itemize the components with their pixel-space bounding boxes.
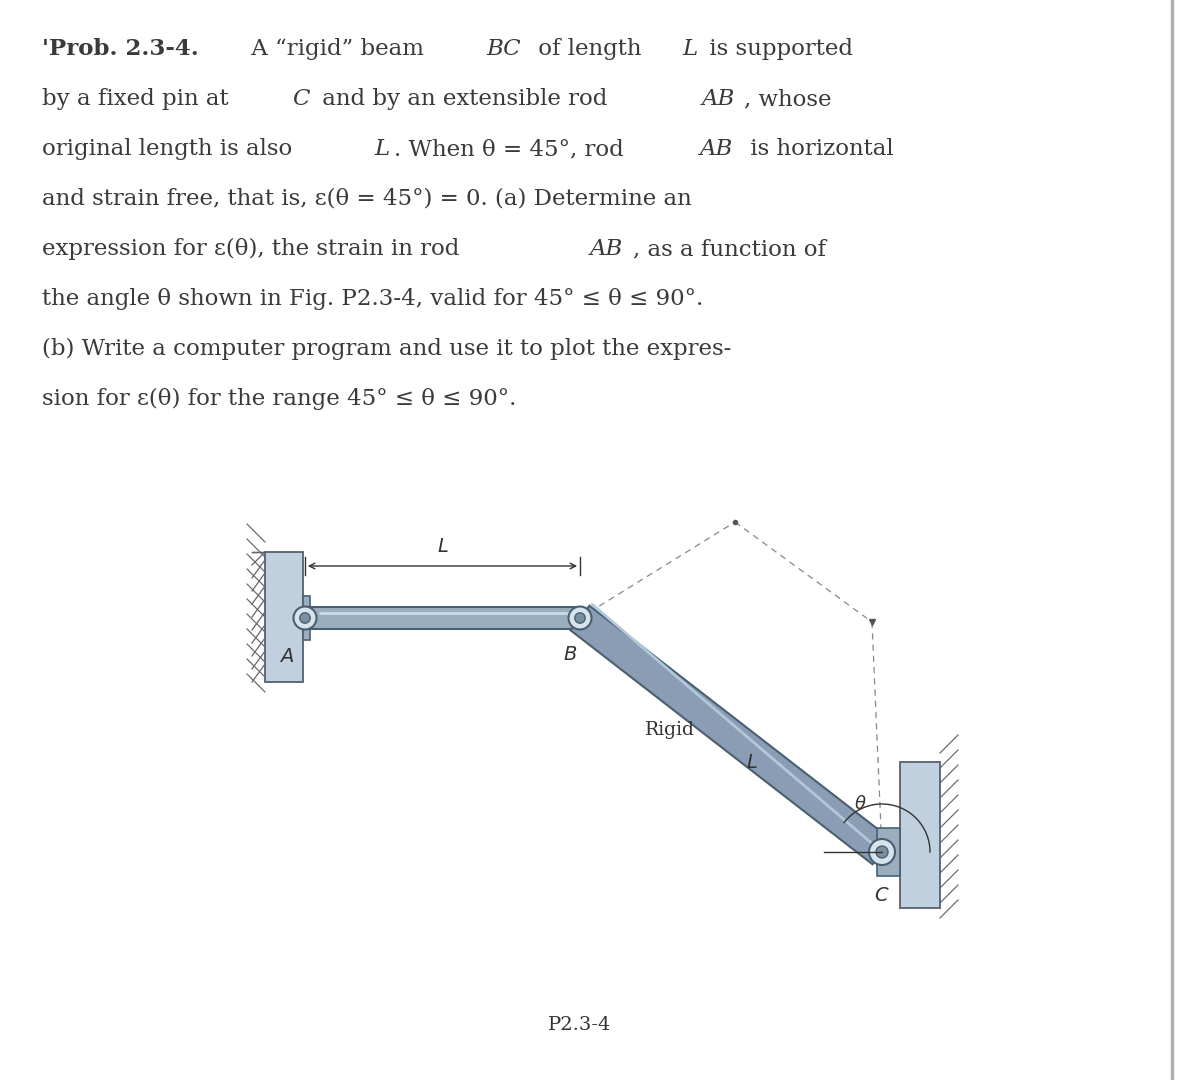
Circle shape — [294, 607, 317, 630]
Polygon shape — [305, 607, 580, 629]
Text: AB: AB — [590, 238, 623, 260]
Polygon shape — [900, 762, 940, 908]
Text: , whose: , whose — [744, 87, 832, 110]
Text: $B$: $B$ — [563, 646, 577, 664]
Circle shape — [575, 612, 586, 623]
Circle shape — [300, 612, 310, 623]
Text: AB: AB — [701, 87, 734, 110]
Text: A “rigid” beam: A “rigid” beam — [245, 38, 432, 60]
Polygon shape — [265, 552, 302, 681]
Text: $C$: $C$ — [875, 887, 889, 905]
Text: . When θ = 45°, rod: . When θ = 45°, rod — [394, 138, 631, 160]
Polygon shape — [570, 606, 892, 864]
Text: L: L — [374, 138, 390, 160]
Text: and by an extensible rod: and by an extensible rod — [314, 87, 614, 110]
Text: $L$: $L$ — [437, 538, 449, 556]
Text: expression for ε(θ), the strain in rod: expression for ε(θ), the strain in rod — [42, 238, 467, 260]
Text: and strain free, that is, ε(θ = 45°) = 0. (a) Determine an: and strain free, that is, ε(θ = 45°) = 0… — [42, 188, 691, 210]
Text: $A$: $A$ — [280, 648, 294, 666]
Text: sion for ε(θ) for the range 45° ≤ θ ≤ 90°.: sion for ε(θ) for the range 45° ≤ θ ≤ 90… — [42, 388, 516, 410]
Text: $\theta$: $\theta$ — [853, 795, 866, 813]
Polygon shape — [877, 828, 900, 876]
Circle shape — [869, 839, 895, 865]
Text: the angle θ shown in Fig. P2.3-4, valid for 45° ≤ θ ≤ 90°.: the angle θ shown in Fig. P2.3-4, valid … — [42, 288, 703, 310]
Text: $L$: $L$ — [746, 755, 758, 772]
Text: 'Prob. 2.3-4.: 'Prob. 2.3-4. — [42, 38, 199, 60]
Text: P2.3-4: P2.3-4 — [548, 1016, 612, 1034]
Text: Rigid: Rigid — [646, 721, 695, 739]
Text: BC: BC — [486, 38, 521, 60]
Text: is supported: is supported — [702, 38, 853, 60]
Text: (b) Write a computer program and use it to plot the expres-: (b) Write a computer program and use it … — [42, 338, 731, 360]
Text: of length: of length — [530, 38, 648, 60]
Text: AB: AB — [700, 138, 733, 160]
Text: is horizontal: is horizontal — [743, 138, 893, 160]
Polygon shape — [302, 596, 310, 640]
Text: , as a function of: , as a function of — [632, 238, 826, 260]
Text: original length is also: original length is also — [42, 138, 300, 160]
Text: C: C — [292, 87, 310, 110]
Text: L: L — [683, 38, 697, 60]
Circle shape — [876, 846, 888, 858]
Circle shape — [569, 607, 592, 630]
Text: by a fixed pin at: by a fixed pin at — [42, 87, 236, 110]
